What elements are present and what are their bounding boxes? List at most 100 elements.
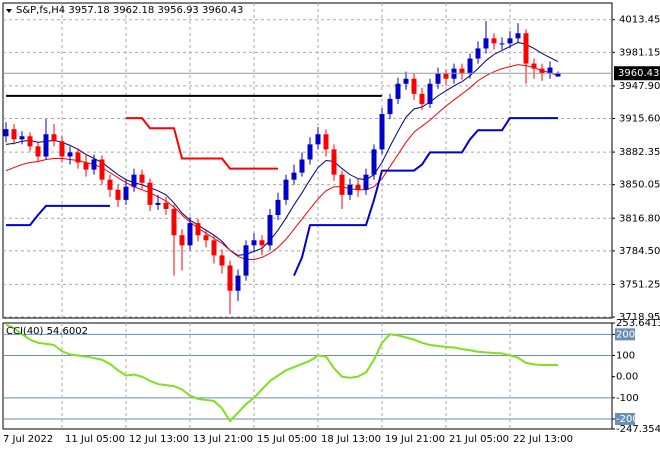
candle-body: [195, 223, 201, 236]
candle-body: [59, 141, 65, 157]
candle-body: [499, 43, 505, 45]
candle-body: [83, 162, 89, 170]
candle-body: [403, 78, 409, 84]
x-tick-label: 21 Jul 05:00: [449, 434, 509, 445]
candle-body: [275, 199, 281, 216]
y-tick-label: 3816.80: [619, 213, 660, 224]
y-tick-label: 3915.60: [619, 114, 660, 125]
candle-body: [411, 78, 417, 94]
cci-name: CCI(40): [6, 326, 44, 337]
candle-body: [171, 208, 177, 236]
candle-body: [387, 98, 393, 115]
candle-body: [507, 38, 513, 44]
candle-body: [283, 179, 289, 200]
current-price-box: [614, 66, 660, 81]
cci-label: CCI(40) 54.6002: [6, 326, 88, 337]
candle-body: [235, 275, 241, 291]
y-tick-label: 3784.50: [619, 246, 660, 257]
candle-body: [3, 129, 9, 137]
indicator-line: [5, 64, 559, 260]
candle-body: [115, 189, 121, 200]
header-close: 3960.43: [202, 5, 243, 16]
candle-body: [203, 235, 209, 241]
y-tick-label: 0.00: [616, 372, 638, 383]
candle-body: [523, 33, 529, 64]
candle-body: [219, 255, 225, 266]
indicator-line: [293, 117, 558, 276]
candle-body: [419, 93, 425, 104]
candle-body: [339, 174, 345, 195]
candle-body: [155, 202, 161, 205]
candle-body: [291, 172, 297, 180]
header-low: 3956.93: [157, 5, 198, 16]
candle-body: [27, 136, 33, 147]
candle-body: [259, 240, 265, 246]
x-tick-label: 15 Jul 05:00: [257, 434, 317, 445]
header-open: 3957.18: [68, 5, 109, 16]
candle-body: [323, 134, 329, 150]
candle-body: [75, 152, 81, 163]
y-tick-label: -100: [616, 393, 639, 404]
y-tick-label: 3981.15: [619, 47, 660, 58]
candle-body: [91, 159, 97, 170]
y-tick-label: 200: [616, 329, 635, 340]
y-tick-label: -247.354: [616, 424, 660, 435]
y-tick-label: 4013.45: [619, 15, 660, 26]
candle-body: [107, 179, 113, 190]
x-tick-label: 11 Jul 05:00: [65, 434, 125, 445]
candle-body: [483, 38, 489, 49]
candle-body: [371, 149, 377, 175]
candle-body: [467, 58, 473, 74]
x-tick-label: 18 Jul 13:00: [321, 434, 381, 445]
header: S&P,fs,H4 3957.18 3962.18 3956.93 3960.4…: [16, 5, 243, 16]
candle-body: [539, 68, 545, 74]
x-tick-label: 19 Jul 21:00: [385, 434, 445, 445]
indicator-line: [5, 41, 559, 256]
y-tick-label: 3882.35: [619, 147, 660, 158]
candle-body: [251, 240, 257, 246]
candle-body: [187, 223, 193, 246]
y-tick-label: 3947.90: [619, 81, 660, 92]
candle-body: [395, 83, 401, 99]
candle-body: [179, 235, 185, 246]
level-label-box: [615, 328, 635, 341]
candle-body: [67, 152, 73, 157]
candle-body: [139, 174, 145, 183]
candle-body: [531, 63, 537, 69]
candle-body: [427, 83, 433, 104]
x-tick-label: 7 Jul 2022: [3, 434, 53, 445]
indicator-line: [6, 204, 110, 227]
candle-body: [515, 33, 521, 39]
candle-body: [147, 182, 153, 205]
candle-body: [555, 73, 561, 77]
candle-body: [547, 67, 553, 74]
candle-body: [131, 174, 137, 187]
y-tick-label: -200: [616, 414, 639, 425]
cci-panel: [2, 322, 613, 430]
candle-body: [355, 184, 361, 190]
candle-body: [363, 174, 369, 190]
candle-body: [331, 149, 337, 175]
candle-body: [243, 245, 249, 276]
y-tick-label: 3718.95: [619, 312, 660, 323]
candle-body: [491, 38, 497, 44]
candle-body: [19, 136, 25, 140]
candle-body: [267, 215, 273, 246]
cci-value: 54.6002: [47, 326, 88, 337]
y-tick-label: 100: [616, 351, 635, 362]
indicator-line: [126, 117, 278, 170]
candle-body: [299, 159, 305, 173]
candle-body: [123, 186, 129, 200]
x-tick-label: 13 Jul 21:00: [193, 434, 253, 445]
candle-body: [227, 265, 233, 291]
level-label-box: [615, 412, 635, 425]
candle-body: [35, 146, 41, 157]
y-tick-label: 3751.25: [619, 279, 660, 290]
y-tick-label: 3850.05: [619, 180, 660, 191]
candle-body: [43, 134, 49, 157]
header-triangle: [6, 9, 12, 13]
candle-body: [99, 159, 105, 180]
cci-line: [5, 323, 559, 423]
candle-body: [435, 73, 441, 84]
symbol: S&P,fs,H4: [16, 5, 65, 16]
